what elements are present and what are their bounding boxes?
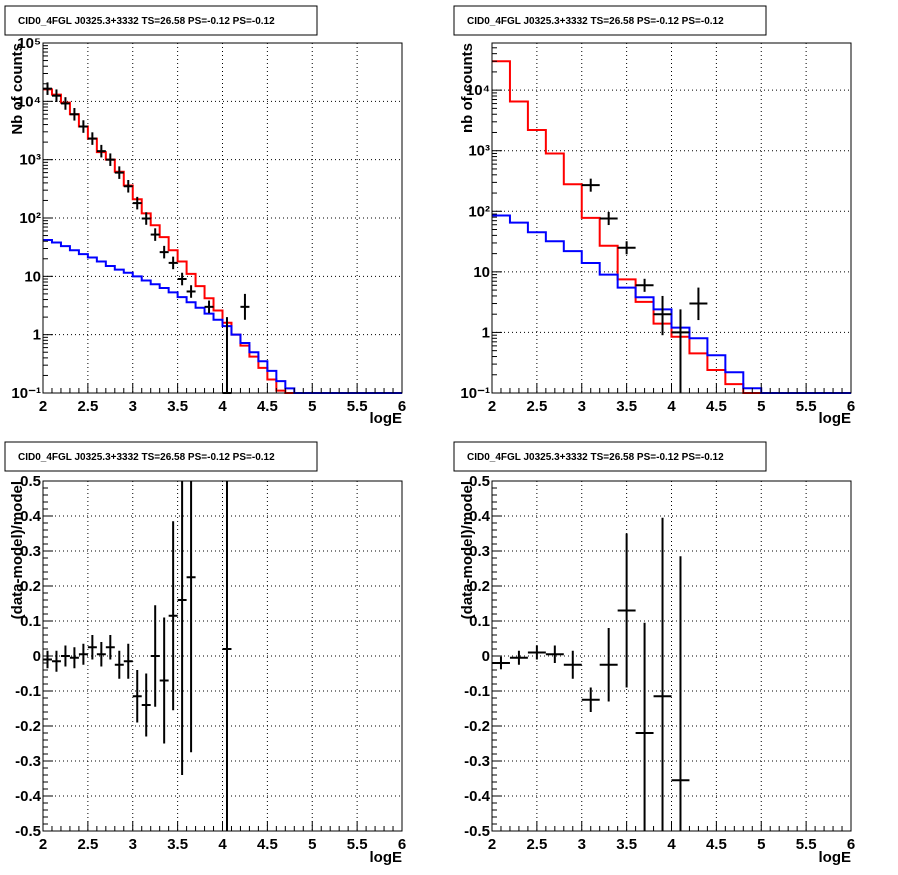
y-tick-label: 0.4	[20, 508, 42, 525]
x-axis-label: logE	[370, 849, 403, 866]
y-tick-label: 10⁵	[17, 35, 41, 52]
y-tick-label: 0.2	[20, 578, 41, 595]
x-tick-label: 2.5	[526, 836, 547, 853]
y-tick-label: -0.4	[464, 788, 491, 805]
x-tick-label: 3	[129, 836, 137, 853]
y-tick-label: -0.2	[464, 718, 490, 735]
y-axis-label: nb of counts	[459, 43, 476, 133]
x-tick-label: 2.5	[526, 398, 547, 415]
y-tick-label: -0.5	[15, 823, 41, 840]
y-tick-label: 0.1	[20, 613, 41, 630]
x-tick-label: 3.5	[167, 836, 188, 853]
y-tick-label: 10⁻¹	[11, 385, 41, 402]
plot-area: 2 2.5 3 3.5 4 4.5 5 5.5 6 10⁻¹ 1 10 10² 10³ 10⁴ 10⁵	[11, 35, 406, 415]
y-tick-label: 1	[482, 324, 490, 341]
x-tick-label: 2	[39, 398, 47, 415]
x-tick-label: 2	[488, 836, 496, 853]
chart-title: CID0_4FGL J0325.3+3332 TS=26.58 PS=-0.12…	[18, 16, 275, 27]
y-tick-label: -0.3	[15, 753, 41, 770]
y-tick-label: 10⁴	[466, 82, 490, 99]
x-tick-label: 2	[488, 398, 496, 415]
panel-bottom-left: CID0_4FGL J0325.3+3332 TS=26.58 PS=-0.12…	[4, 441, 406, 866]
x-tick-label: 4	[667, 398, 676, 415]
y-tick-label: 0.2	[469, 578, 490, 595]
title-box	[453, 5, 767, 36]
x-tick-label: 5	[308, 836, 316, 853]
x-tick-label: 5.5	[347, 836, 368, 853]
title-box	[453, 441, 767, 472]
histogram-line	[492, 214, 851, 394]
y-tick-label: 0.3	[20, 543, 41, 560]
x-tick-label: 2	[39, 836, 47, 853]
y-tick-label: -0.1	[15, 683, 41, 700]
y-tick-label: 0	[33, 648, 41, 665]
plot-area: 2 2.5 3 3.5 4 4.5 5 5.5 6 -0.5 -0.4 -0.3 -0.2 -0.1 0 0.…	[15, 473, 406, 853]
x-tick-label: 6	[847, 836, 855, 853]
y-tick-label: 10³	[19, 152, 41, 169]
x-tick-label: 5	[757, 398, 765, 415]
x-tick-label: 3.5	[167, 398, 188, 415]
x-tick-label: 5.5	[796, 398, 817, 415]
y-tick-label: 10	[24, 268, 41, 285]
x-axis-label: logE	[819, 410, 852, 427]
x-tick-label: 3	[578, 836, 586, 853]
y-tick-label: 0.5	[469, 473, 490, 490]
y-tick-label: 0.5	[20, 473, 41, 490]
y-tick-label: -0.2	[15, 718, 41, 735]
y-tick-label: 0.3	[469, 543, 490, 560]
x-tick-label: 5	[757, 836, 765, 853]
y-axis-label: Nb of counts	[9, 43, 26, 135]
x-tick-label: 3.5	[616, 398, 637, 415]
x-tick-label: 5.5	[347, 398, 368, 415]
y-tick-label: -0.4	[15, 788, 42, 805]
panel-top-left: CID0_4FGL J0325.3+3332 TS=26.58 PS=-0.12…	[4, 5, 406, 427]
y-tick-label: 10²	[19, 210, 41, 227]
y-tick-label: 1	[33, 327, 41, 344]
y-tick-label: 10⁴	[17, 93, 41, 110]
x-tick-label: 3.5	[616, 836, 637, 853]
y-axis-label: (data-model)/model	[9, 481, 26, 619]
x-tick-label: 4.5	[706, 398, 727, 415]
x-tick-label: 5	[308, 398, 316, 415]
x-axis-label: logE	[370, 410, 403, 427]
y-tick-label: 0.4	[469, 508, 491, 525]
y-tick-label: 0.1	[469, 613, 490, 630]
x-tick-label: 4	[218, 836, 227, 853]
x-tick-label: 6	[398, 836, 406, 853]
plot-area: 2 2.5 3 3.5 4 4.5 5 5.5 6 -0.5 -0.4 -0.3 -0.2 -0.1 0 0.…	[464, 473, 855, 853]
x-tick-label: 5.5	[796, 836, 817, 853]
x-tick-label: 6	[398, 398, 406, 415]
x-tick-label: 4.5	[257, 836, 278, 853]
y-axis-label: (data-model)/model	[459, 481, 476, 619]
plot-area: 2 2.5 3 3.5 4 4.5 5 5.5 6 10⁻¹ 1 10 10² 10³ 10⁴	[460, 42, 855, 415]
x-tick-label: 4	[218, 398, 227, 415]
y-tick-label: -0.3	[464, 753, 490, 770]
x-tick-label: 2.5	[77, 836, 98, 853]
x-tick-label: 6	[847, 398, 855, 415]
y-tick-label: 10⁻¹	[460, 385, 490, 402]
y-tick-label: -0.5	[464, 823, 490, 840]
x-tick-label: 4.5	[706, 836, 727, 853]
title-box	[4, 441, 318, 472]
chart-title: CID0_4FGL J0325.3+3332 TS=26.58 PS=-0.12…	[467, 16, 724, 27]
panel-bottom-right: CID0_4FGL J0325.3+3332 TS=26.58 PS=-0.12…	[453, 441, 855, 866]
x-tick-label: 4	[667, 836, 676, 853]
y-tick-label: 10³	[468, 143, 490, 160]
x-axis-label: logE	[819, 849, 852, 866]
chart-title: CID0_4FGL J0325.3+3332 TS=26.58 PS=-0.12…	[467, 452, 724, 463]
y-tick-label: 10²	[468, 203, 490, 220]
x-tick-label: 3	[129, 398, 137, 415]
chart-title: CID0_4FGL J0325.3+3332 TS=26.58 PS=-0.12…	[18, 452, 275, 463]
y-tick-label: 0	[482, 648, 490, 665]
x-tick-label: 2.5	[77, 398, 98, 415]
x-tick-label: 4.5	[257, 398, 278, 415]
x-tick-label: 3	[578, 398, 586, 415]
y-tick-label: 10	[473, 264, 490, 281]
y-tick-label: -0.1	[464, 683, 490, 700]
title-box	[4, 5, 318, 36]
panel-top-right: CID0_4FGL J0325.3+3332 TS=26.58 PS=-0.12…	[453, 5, 855, 427]
